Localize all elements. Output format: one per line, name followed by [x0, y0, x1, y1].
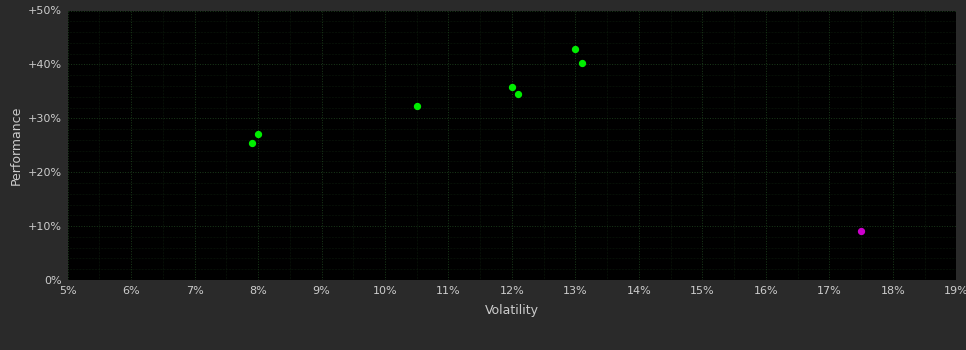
Point	[568, 47, 583, 52]
Point	[250, 132, 266, 137]
Point	[574, 60, 589, 65]
Point	[504, 84, 520, 90]
Point	[409, 103, 424, 109]
Point	[511, 91, 526, 97]
Point	[853, 228, 868, 234]
Point	[244, 140, 260, 146]
Y-axis label: Performance: Performance	[10, 106, 22, 185]
X-axis label: Volatility: Volatility	[485, 304, 539, 317]
